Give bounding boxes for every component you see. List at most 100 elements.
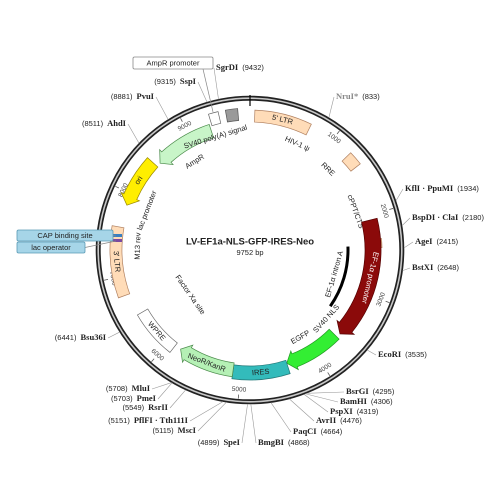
site-line xyxy=(241,403,248,444)
site-name: MscI xyxy=(178,425,197,435)
site-position: (4306) xyxy=(371,397,393,406)
site-position: (2180) xyxy=(462,213,484,222)
site-label: (5115) MscI xyxy=(152,425,196,435)
site-position: (833) xyxy=(362,92,380,101)
site-line xyxy=(197,81,208,103)
site-label: BmgBI (4868) xyxy=(258,437,310,447)
site-position: (5708) xyxy=(106,384,128,393)
feature-label: Factor Xa site xyxy=(173,273,207,316)
tick-mark xyxy=(336,130,340,135)
site-name: AgeI xyxy=(415,236,433,246)
site-label: BsrGI (4295) xyxy=(346,386,395,396)
site-label: PaqCI (4664) xyxy=(293,426,343,436)
feature-arc xyxy=(180,344,235,378)
site-name: BamHI xyxy=(340,396,368,406)
site-position: (5151) xyxy=(108,416,130,425)
site-name: BsrGI xyxy=(346,386,369,396)
site-label: (5708) MluI xyxy=(106,383,151,393)
site-position: (4664) xyxy=(321,427,343,436)
site-name: PmeI xyxy=(137,393,157,403)
tick-label: 4000 xyxy=(317,361,333,375)
site-line xyxy=(127,123,140,144)
site-line xyxy=(328,96,335,118)
site-position: (8511) xyxy=(82,119,104,128)
site-name: PflFI · Tth111I xyxy=(134,415,189,425)
site-label: SgrDI (9432) xyxy=(216,62,264,72)
site-position: (8881) xyxy=(111,92,133,101)
site-name: PaqCI xyxy=(293,426,317,436)
site-position: (2415) xyxy=(436,237,458,246)
site-label: (5703) PmeI xyxy=(111,393,157,403)
site-line xyxy=(169,389,186,409)
site-label: AgeI (2415) xyxy=(415,236,459,246)
site-position: (4476) xyxy=(340,416,362,425)
site-line xyxy=(395,188,404,202)
feature-arc xyxy=(224,108,240,123)
callout-label: lac operator xyxy=(31,243,71,252)
site-name: PspXI xyxy=(330,406,353,416)
feature-label: HIV-1 ψ xyxy=(284,134,312,153)
feature-box xyxy=(208,111,222,127)
site-name: BmgBI xyxy=(258,437,285,447)
site-name: PvuI xyxy=(137,91,155,101)
feature-label: 3' LTR xyxy=(112,251,123,274)
tick-mark xyxy=(151,358,155,363)
tick-mark xyxy=(115,185,120,189)
site-line xyxy=(197,401,227,432)
site-line xyxy=(366,349,377,356)
tick-label: 1000 xyxy=(326,131,342,146)
site-position: (4295) xyxy=(373,387,395,396)
site-name: KflI · PpuMI xyxy=(405,183,454,193)
site-label: PspXI (4319) xyxy=(330,406,379,416)
site-line xyxy=(305,393,339,403)
site-name: SpeI xyxy=(223,437,240,447)
tick-label: 3000 xyxy=(375,291,387,307)
callout-box xyxy=(16,241,86,254)
site-name: AhdI xyxy=(107,118,127,128)
tick-mark xyxy=(389,208,394,210)
site-name: BspDI · ClaI xyxy=(412,212,459,222)
feature-label: SV40 NLS xyxy=(311,303,341,335)
map-size: 9752 bp xyxy=(236,248,263,257)
site-name: SgrDI xyxy=(216,62,239,72)
tick-mark xyxy=(327,372,331,377)
feature-arc xyxy=(336,217,382,335)
site-line xyxy=(189,401,224,422)
site-line xyxy=(403,241,414,249)
feature-label: RRE xyxy=(319,160,337,177)
tick-mark xyxy=(180,118,183,122)
site-label: BamHI (4306) xyxy=(340,396,393,406)
feature-label: EGFP xyxy=(289,328,311,346)
site-position: (4319) xyxy=(357,407,379,416)
site-label: (8511) AhdI xyxy=(82,118,127,128)
feature-label: AmpR xyxy=(183,152,206,171)
feature-arc xyxy=(136,308,178,353)
site-label: AvrII (4476) xyxy=(316,415,362,425)
site-line xyxy=(402,267,411,271)
map-title: LV-EF1a-NLS-GFP-IRES-Neo xyxy=(186,237,314,248)
site-line xyxy=(401,217,411,226)
site-label: (4899) SpeI xyxy=(198,437,241,447)
site-position: (2648) xyxy=(437,263,459,272)
lac-operator-mark xyxy=(113,239,122,242)
site-position: (5703) xyxy=(111,394,133,403)
site-line xyxy=(250,403,257,444)
site-label: (8881) PvuI xyxy=(111,91,155,101)
site-name: RsrII xyxy=(148,402,169,412)
site-position: (6441) xyxy=(55,333,77,342)
feature-arc xyxy=(159,124,214,165)
site-label: EcoRI (3535) xyxy=(378,349,427,359)
site-name: SspI xyxy=(180,76,197,86)
site-line xyxy=(270,402,292,433)
feature-arc xyxy=(109,225,131,299)
site-label: (9315) SspI xyxy=(154,76,196,86)
site-line xyxy=(157,382,173,400)
site-position: (4899) xyxy=(198,438,220,447)
callout-box xyxy=(132,56,214,70)
feature-arc xyxy=(286,328,340,371)
site-position: (5115) xyxy=(152,426,174,435)
site-label: KflI · PpuMI (1934) xyxy=(405,183,479,193)
callout-label: CAP binding site xyxy=(37,231,92,240)
tick-mark xyxy=(104,279,109,281)
